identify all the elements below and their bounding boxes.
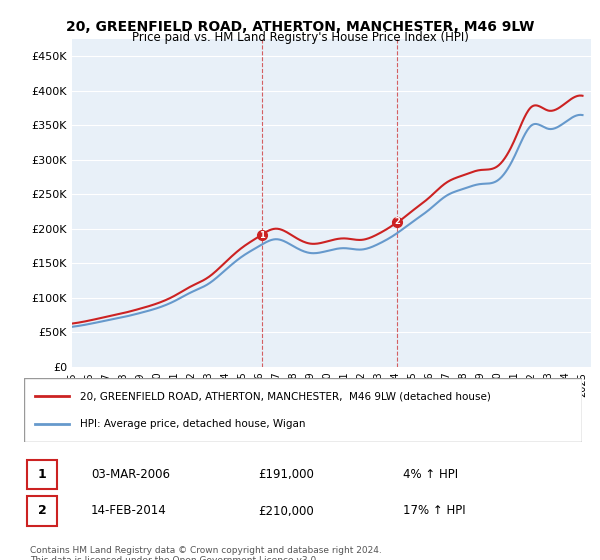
Text: Price paid vs. HM Land Registry's House Price Index (HPI): Price paid vs. HM Land Registry's House … <box>131 31 469 44</box>
Text: 1: 1 <box>38 468 47 481</box>
Text: 4% ↑ HPI: 4% ↑ HPI <box>403 468 458 481</box>
Text: 1: 1 <box>259 231 265 240</box>
Text: 17% ↑ HPI: 17% ↑ HPI <box>403 505 466 517</box>
Text: 14-FEB-2014: 14-FEB-2014 <box>91 505 167 517</box>
Text: Contains HM Land Registry data © Crown copyright and database right 2024.
This d: Contains HM Land Registry data © Crown c… <box>30 546 382 560</box>
Text: 20, GREENFIELD ROAD, ATHERTON, MANCHESTER,  M46 9LW (detached house): 20, GREENFIELD ROAD, ATHERTON, MANCHESTE… <box>80 391 491 401</box>
Text: £210,000: £210,000 <box>259 505 314 517</box>
Text: 2: 2 <box>394 217 400 226</box>
Text: 2: 2 <box>38 505 47 517</box>
Text: HPI: Average price, detached house, Wigan: HPI: Average price, detached house, Wiga… <box>80 419 305 430</box>
Text: £191,000: £191,000 <box>259 468 314 481</box>
FancyBboxPatch shape <box>27 460 58 489</box>
FancyBboxPatch shape <box>27 496 58 525</box>
Text: 20, GREENFIELD ROAD, ATHERTON, MANCHESTER, M46 9LW: 20, GREENFIELD ROAD, ATHERTON, MANCHESTE… <box>66 20 534 34</box>
FancyBboxPatch shape <box>24 378 582 442</box>
Text: 03-MAR-2006: 03-MAR-2006 <box>91 468 170 481</box>
